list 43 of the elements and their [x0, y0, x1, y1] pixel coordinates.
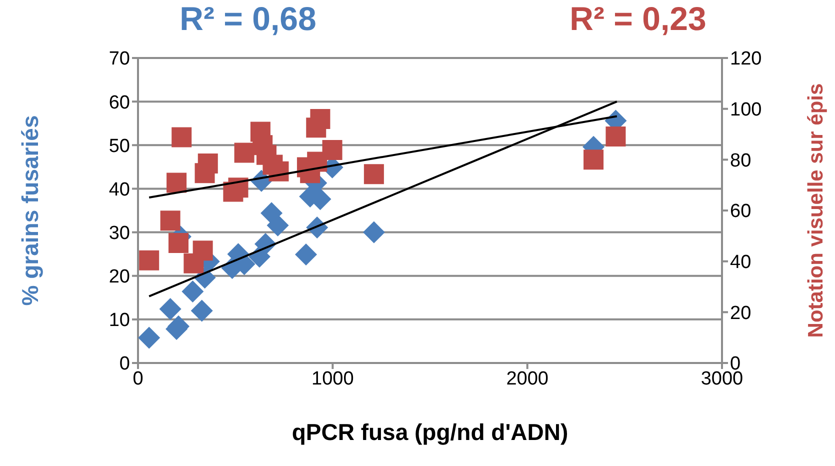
point [310, 109, 330, 129]
point [168, 233, 188, 254]
point [266, 214, 289, 236]
y2-tick-label: 120 [730, 48, 762, 70]
y2-tick-label: 20 [730, 302, 752, 324]
y-tick-label: 30 [108, 223, 130, 244]
y2-tick-label: 80 [730, 150, 752, 172]
point [139, 250, 160, 270]
point [182, 280, 204, 303]
point [159, 298, 182, 320]
point [184, 253, 204, 274]
x-axis-title: qPCR fusa (pg/nd d'ADN) [292, 419, 568, 445]
point [166, 172, 187, 193]
y-axis-title: % grains fusariés [17, 115, 44, 306]
y-tick-label: 50 [108, 136, 130, 157]
point [294, 244, 317, 266]
point [322, 140, 342, 160]
point [584, 150, 604, 170]
x-tick-label: 2000 [506, 368, 548, 390]
y-tick-label: 70 [108, 48, 130, 70]
y-tick-label: 10 [108, 310, 130, 332]
y2-axis-title: Notation visuelle sur épis [804, 83, 828, 338]
point [234, 142, 254, 163]
text: R² = 0,68 [178, 0, 318, 38]
point [172, 127, 192, 148]
y2-tick-label: 100 [730, 100, 762, 121]
point [190, 300, 213, 322]
y2-tick-label: 40 [730, 252, 752, 274]
point [160, 210, 180, 231]
y-tick-label: 0 [119, 354, 130, 375]
point [364, 164, 384, 184]
y-tick-label: 40 [108, 179, 130, 200]
y-tick-label: 20 [108, 266, 130, 288]
x-tick-label: 0 [132, 368, 144, 390]
y-tick-label: 60 [108, 92, 130, 114]
point [223, 182, 244, 202]
point [606, 126, 626, 147]
y2-tick-label: 60 [730, 201, 752, 222]
point [194, 163, 215, 184]
point [138, 326, 160, 349]
text: R² = 0,23 [568, 0, 708, 38]
point [362, 221, 385, 244]
x-tick-label: 1000 [312, 368, 354, 390]
